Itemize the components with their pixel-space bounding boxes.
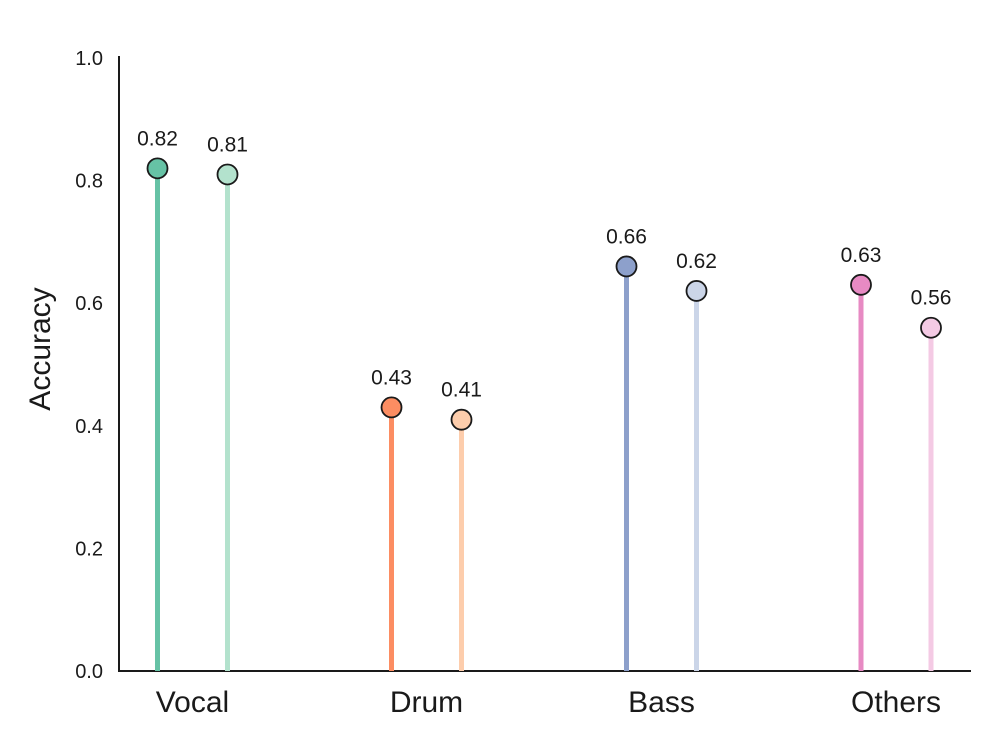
lollipop-marker (920, 316, 942, 339)
lollipop-marker (685, 280, 708, 302)
y-tick-label: 0.2 (75, 538, 103, 560)
value-label: 0.43 (371, 366, 412, 389)
lollipop-marker (146, 157, 169, 180)
x-category-label: Bass (628, 686, 695, 719)
x-category-label: Drum (390, 686, 463, 719)
x-category-label: Others (851, 686, 941, 719)
y-tick-label: 0.6 (75, 293, 103, 315)
value-label: 0.66 (606, 225, 647, 248)
value-label: 0.41 (441, 379, 482, 402)
lollipop-marker (450, 408, 473, 431)
y-tick-label: 0.4 (75, 416, 103, 438)
value-label: 0.62 (676, 250, 717, 273)
y-ticks: 0.0 0.2 0.4 0.6 0.8 1.0 (75, 48, 103, 683)
lollipop-marker (615, 255, 638, 278)
y-tick-label: 0.0 (75, 661, 103, 683)
value-label: 0.82 (137, 127, 178, 150)
value-label: 0.56 (911, 287, 952, 310)
stems (155, 168, 934, 671)
markers (146, 157, 942, 431)
x-category-labels: Vocal Drum Bass Others (156, 686, 941, 719)
value-label: 0.63 (841, 244, 882, 267)
value-labels: 0.82 0.43 0.66 0.63 0.81 0.41 0.62 0.56 (137, 127, 951, 401)
lollipop-marker (216, 163, 239, 186)
lollipop-marker (380, 396, 403, 419)
axes (118, 56, 971, 672)
value-label: 0.81 (207, 133, 248, 156)
x-category-label: Vocal (156, 686, 229, 719)
y-tick-label: 0.8 (75, 171, 103, 193)
y-tick-label: 1.0 (75, 48, 103, 70)
lollipop-marker (850, 273, 872, 296)
y-axis-label: Accuracy (24, 287, 57, 410)
